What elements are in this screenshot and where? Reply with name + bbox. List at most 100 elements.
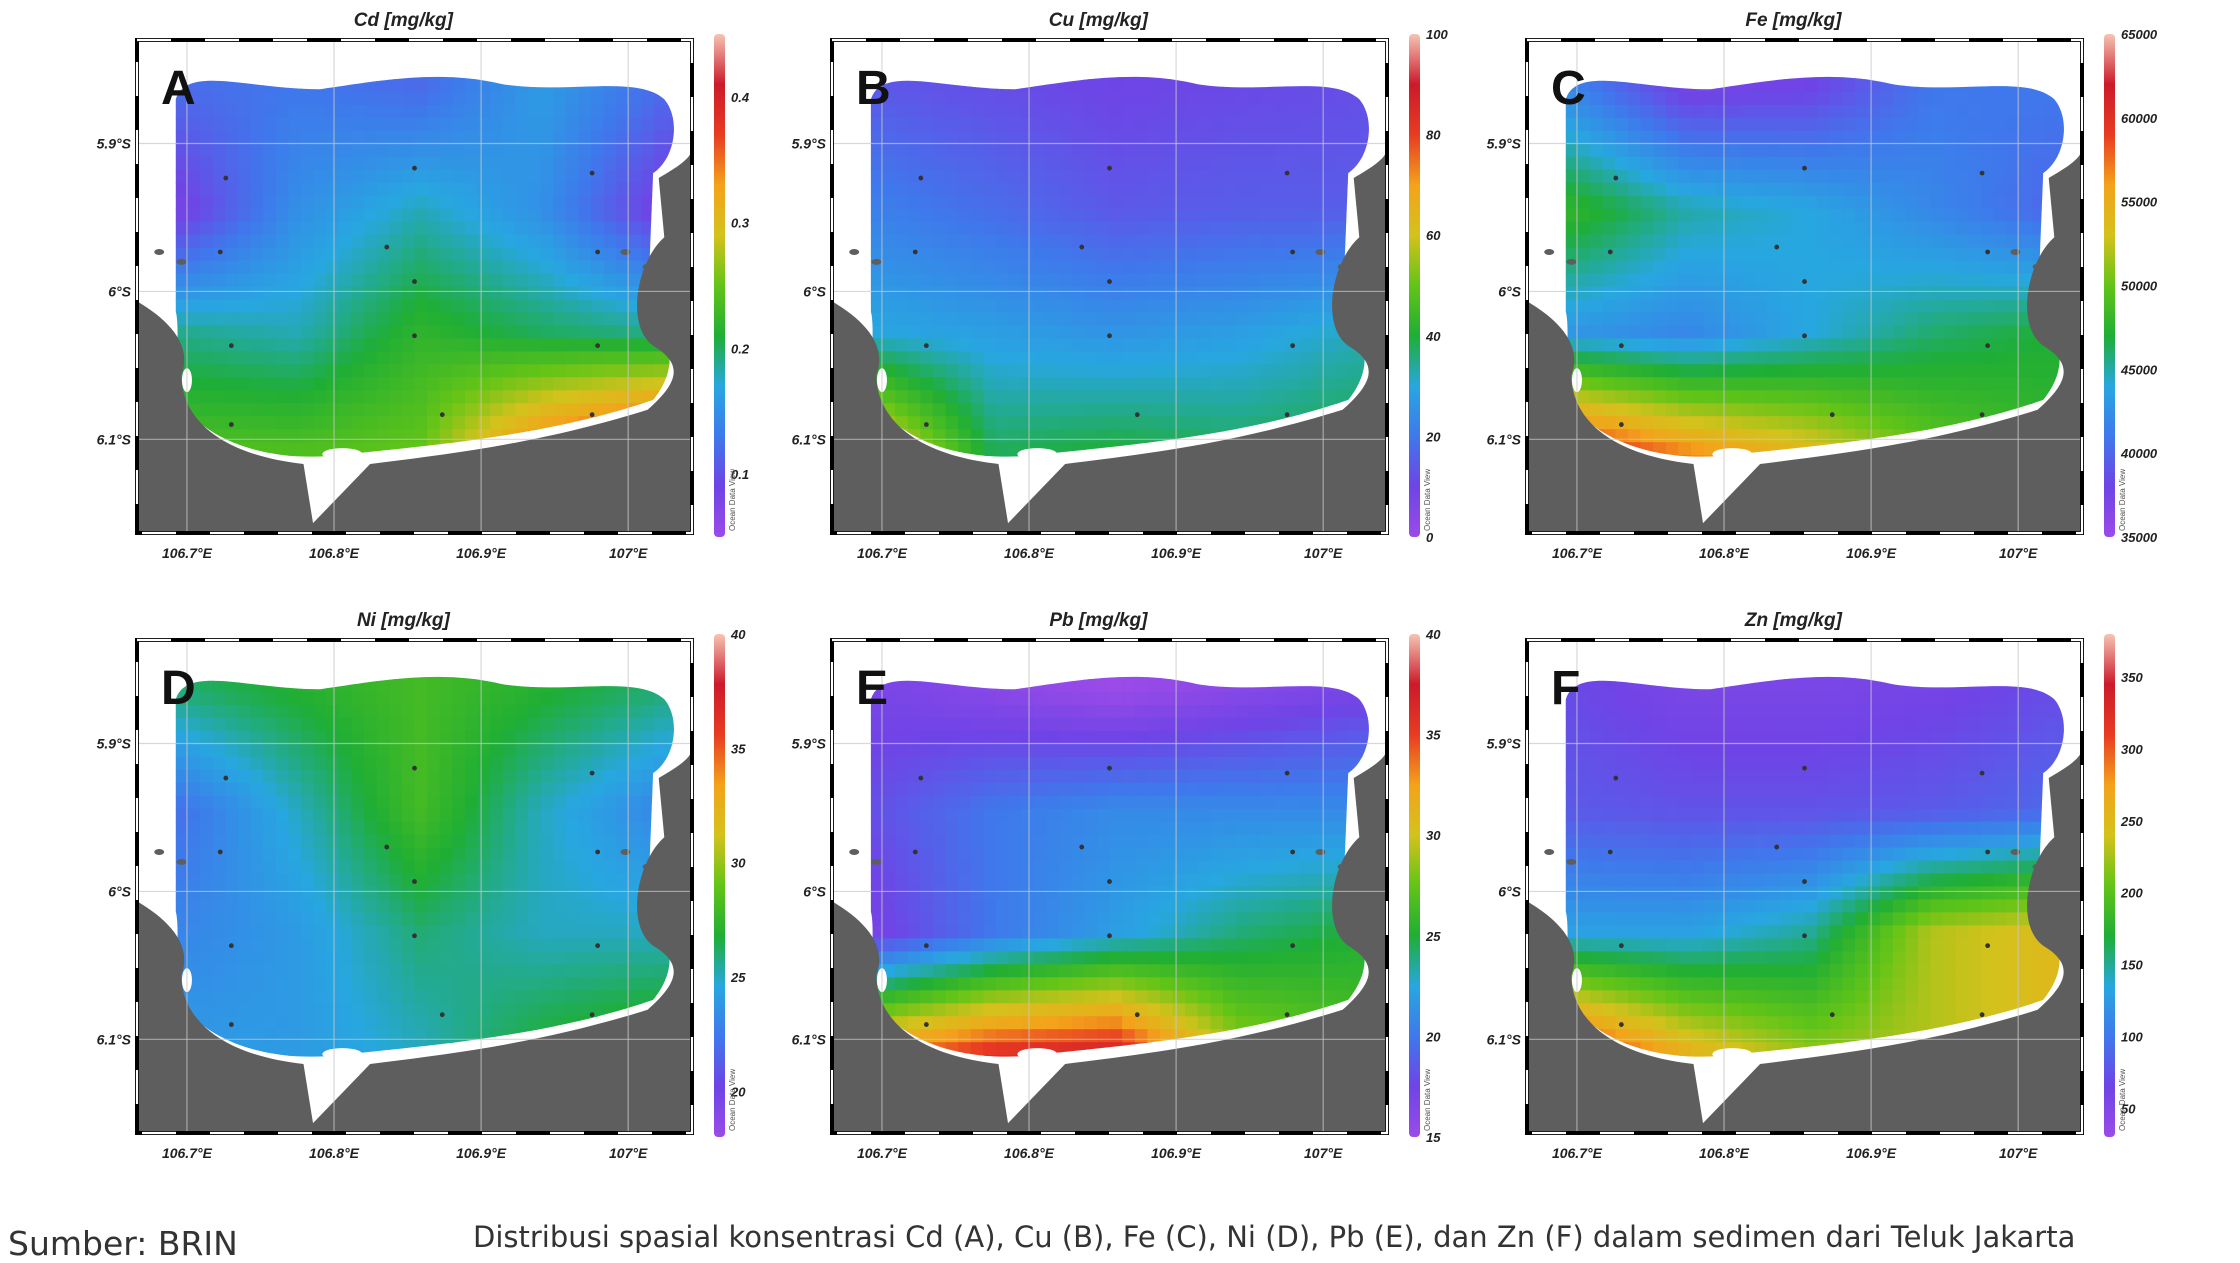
heatmap-cell [1817, 403, 1830, 417]
heatmap-cell [1678, 364, 1691, 378]
heatmap-cell [1210, 403, 1223, 417]
heatmap-cell [1729, 118, 1742, 132]
heatmap-cell [276, 390, 289, 404]
heatmap-cell [301, 92, 314, 106]
heatmap-cell [1716, 351, 1729, 365]
heatmap-cell [188, 300, 201, 314]
heatmap-cell [1842, 40, 1855, 54]
heatmap-cell [1691, 131, 1704, 145]
heatmap-cell [339, 377, 352, 391]
heatmap-cell [1943, 170, 1956, 184]
heatmap-cell [1981, 157, 1994, 171]
heatmap-cell [2032, 118, 2045, 132]
heatmap-cell [1046, 300, 1059, 314]
heatmap-cell [1299, 79, 1312, 93]
heatmap-cell [402, 300, 415, 314]
heatmap-cell [1198, 364, 1211, 378]
heatmap-cell [1210, 377, 1223, 391]
heatmap-cell [1905, 222, 1918, 236]
heatmap-cell [1981, 222, 1994, 236]
heatmap-cell [1097, 442, 1110, 456]
heatmap-cell [415, 209, 428, 223]
heatmap-cell [1324, 40, 1337, 54]
heatmap-cell [1147, 222, 1160, 236]
heatmap-cell [1590, 235, 1603, 249]
heatmap-cell [541, 144, 554, 158]
heatmap-cell [1830, 209, 1843, 223]
heatmap-cell [1729, 66, 1742, 80]
heatmap-cell [465, 325, 478, 339]
heatmap-cell [1552, 300, 1565, 314]
heatmap-cell [1110, 429, 1123, 443]
heatmap-cell [1716, 312, 1729, 326]
heatmap-cell [946, 325, 959, 339]
heatmap-cell [1135, 196, 1148, 210]
heatmap-cell [642, 209, 655, 223]
heatmap-cell [553, 338, 566, 352]
heatmap-cell [1324, 79, 1337, 93]
watermark: Ocean Data View [728, 469, 737, 531]
heatmap-cell [1552, 274, 1565, 288]
heatmap-cell [642, 390, 655, 404]
heatmap-cell [263, 325, 276, 339]
heatmap-cell [263, 157, 276, 171]
heatmap-cell [1223, 79, 1236, 93]
heatmap-cell [1855, 377, 1868, 391]
heatmap-cell [983, 53, 996, 67]
heatmap-cell [1767, 248, 1780, 262]
heatmap-cell [1261, 131, 1274, 145]
heatmap-cell [1135, 325, 1148, 339]
heatmap-cell [188, 248, 201, 262]
heatmap-cell [1905, 196, 1918, 210]
heatmap-cell [1855, 209, 1868, 223]
heatmap-cell [1009, 144, 1022, 158]
heatmap-cell [883, 222, 896, 236]
heatmap-cell [1817, 364, 1830, 378]
heatmap-cell [1943, 377, 1956, 391]
heatmap-cell [1034, 105, 1047, 119]
heatmap-cell [2019, 40, 2032, 54]
heatmap-cell [402, 53, 415, 67]
heatmap-cell [478, 105, 491, 119]
heatmap-cell [276, 196, 289, 210]
heatmap-cell [1248, 92, 1261, 106]
heatmap-cell [579, 105, 592, 119]
heatmap-cell [1590, 40, 1603, 54]
heatmap-cell [1905, 416, 1918, 430]
heatmap-cell [1817, 79, 1830, 93]
heatmap-cell [1754, 429, 1767, 443]
heatmap-cell [579, 209, 592, 223]
heatmap-cell [503, 274, 516, 288]
heatmap-cell [1981, 325, 1994, 339]
heatmap-cell [1678, 53, 1691, 67]
heatmap-cell [1059, 442, 1072, 456]
heatmap-cell [1830, 287, 1843, 301]
heatmap-cell [1981, 53, 1994, 67]
heatmap-cell [1160, 416, 1173, 430]
heatmap-cell [1034, 390, 1047, 404]
heatmap-cell [1084, 235, 1097, 249]
heatmap-cell [213, 157, 226, 171]
heatmap-cell [1994, 170, 2007, 184]
heatmap-cell [1324, 364, 1337, 378]
heatmap-cell [1855, 144, 1868, 158]
heatmap-cell [983, 442, 996, 456]
heatmap-cell [1931, 287, 1944, 301]
heatmap-cell [1009, 338, 1022, 352]
heatmap-cell [983, 364, 996, 378]
heatmap-cell [2032, 92, 2045, 106]
heatmap-cell [200, 157, 213, 171]
heatmap-cell [1779, 196, 1792, 210]
heatmap-cell [162, 209, 175, 223]
heatmap-cell [314, 131, 327, 145]
heatmap-cell [238, 105, 251, 119]
heatmap-cell [1741, 364, 1754, 378]
station-marker [1290, 250, 1295, 255]
heatmap-cell [1666, 377, 1679, 391]
heatmap-cell [983, 312, 996, 326]
heatmap-cell [1956, 312, 1969, 326]
heatmap-cell [1274, 274, 1287, 288]
heatmap-cell [996, 248, 1009, 262]
heatmap-cell [908, 144, 921, 158]
heatmap-cell [1981, 144, 1994, 158]
